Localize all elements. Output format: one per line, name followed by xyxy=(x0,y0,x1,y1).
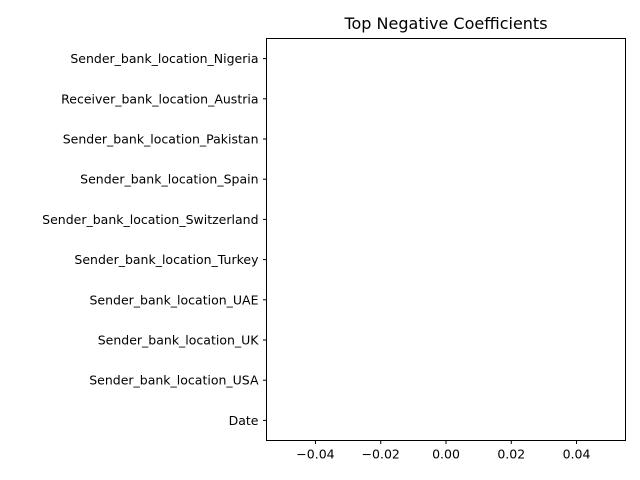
x-tick-label: −0.04 xyxy=(296,447,334,462)
y-axis-ticks: Sender_bank_location_Nigeria Receiver_ban… xyxy=(42,51,267,428)
y-tick-label: Date xyxy=(229,413,259,428)
y-tick-label: Sender_bank_location_USA xyxy=(89,373,259,388)
x-tick-label: 0.02 xyxy=(497,447,525,462)
x-tick-label: −0.02 xyxy=(362,447,400,462)
y-tick-label: Sender_bank_location_Turkey xyxy=(74,252,259,267)
y-tick-label: Receiver_bank_location_Austria xyxy=(61,91,258,106)
x-axis-ticks: −0.04 −0.02 0.00 0.02 0.04 xyxy=(296,440,591,462)
y-tick-label: Sender_bank_location_Spain xyxy=(80,172,258,187)
y-tick-label: Sender_bank_location_Pakistan xyxy=(63,132,259,147)
axes-frame xyxy=(266,38,626,441)
y-tick-label: Sender_bank_location_UK xyxy=(98,333,260,348)
chart-title: Top Negative Coefficients xyxy=(343,14,547,33)
y-tick-label: Sender_bank_location_UAE xyxy=(89,292,258,307)
x-tick-label: 0.04 xyxy=(563,447,591,462)
y-tick-label: Sender_bank_location_Switzerland xyxy=(42,212,258,227)
x-tick-label: 0.00 xyxy=(432,447,460,462)
y-tick-label: Sender_bank_location_Nigeria xyxy=(70,51,258,66)
